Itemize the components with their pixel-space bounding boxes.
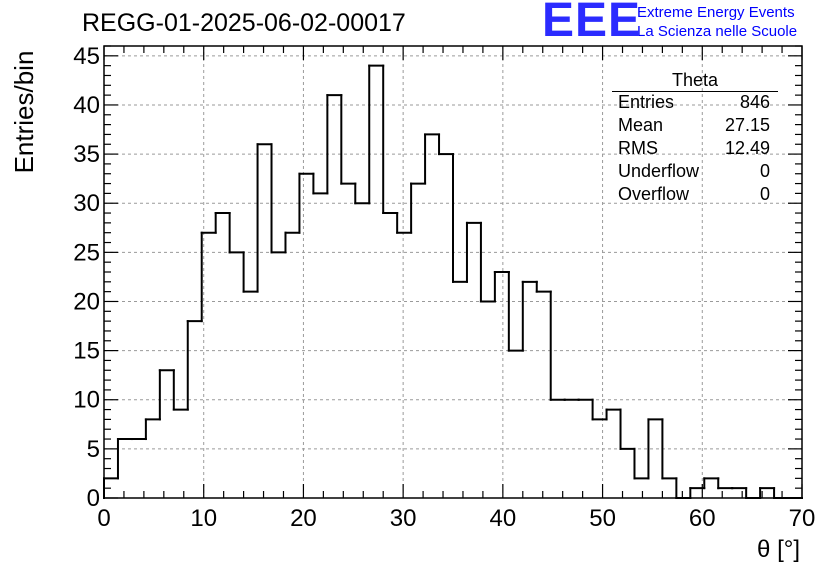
histogram-bin [452, 153, 468, 283]
histogram-bin [410, 182, 427, 234]
histogram-bin [396, 212, 413, 234]
x-tick-label: 0 [97, 505, 110, 532]
y-axis-label: Entries/bin [9, 51, 39, 174]
stats-label: Mean [618, 115, 664, 135]
histogram-bin [382, 64, 399, 215]
x-tick-label: 30 [390, 505, 417, 532]
histogram-bin [507, 271, 524, 352]
histogram-bin [298, 172, 315, 234]
histogram-bin [368, 64, 385, 205]
histogram-bin [172, 369, 189, 411]
histogram-bin [633, 447, 650, 480]
x-tick-label: 70 [789, 505, 816, 532]
histogram-bin [242, 251, 259, 293]
histogram-bin [661, 418, 678, 480]
histogram-bin [591, 398, 608, 421]
stats-row: Entries 846 [608, 92, 778, 115]
histogram-bin [214, 212, 231, 234]
stats-box: Theta Entries 846 Mean 27.15 RMS 12.49 U… [608, 70, 778, 207]
histogram-bin [465, 221, 482, 283]
histogram-bin [759, 487, 776, 499]
stats-value: 846 [739, 92, 770, 112]
stats-label: RMS [618, 138, 658, 158]
histogram-bin [647, 418, 664, 480]
y-tick-label: 35 [73, 141, 100, 168]
histogram-bin [270, 143, 287, 254]
histogram-bin [773, 487, 790, 499]
x-tick-label: 20 [290, 505, 317, 532]
x-tick-label: 10 [190, 505, 217, 532]
x-tick-label: 40 [490, 505, 517, 532]
y-tick-label: 5 [87, 436, 100, 463]
histogram-bin [256, 143, 273, 293]
histogram-bin [326, 94, 343, 195]
stats-row: RMS 12.49 [608, 138, 778, 161]
histogram-bin [619, 408, 636, 450]
stats-value: 0 [759, 184, 770, 204]
y-tick-label: 10 [73, 387, 100, 414]
stats-value: 0 [759, 161, 770, 181]
x-tick-label: 50 [589, 505, 616, 532]
stats-label: Entries [618, 92, 675, 112]
stats-row: Mean 27.15 [608, 115, 778, 138]
stats-label: Overflow [618, 184, 690, 204]
histogram-bin [493, 271, 510, 303]
stats-row: Underflow 0 [608, 161, 778, 184]
x-axis-label: θ [°] [757, 536, 800, 563]
y-tick-label: 40 [73, 92, 100, 119]
histogram-bin [312, 172, 329, 195]
stats-value: 27.15 [724, 115, 770, 135]
chart-title: REGG-01-2025-06-02-00017 [82, 9, 406, 37]
y-tick-label: 15 [73, 338, 100, 365]
histogram-bin [354, 182, 371, 205]
stats-value: 12.49 [724, 138, 770, 158]
tick-labels: 0 10 20 30 40 50 60 70 0 5 10 15 20 25 30 35 40 45 [73, 43, 815, 532]
histogram-bin [675, 477, 692, 499]
y-tick-label: 0 [87, 485, 100, 512]
y-tick-label: 25 [73, 239, 100, 266]
y-tick-label: 30 [73, 190, 100, 217]
stats-title: Theta [612, 70, 778, 92]
stats-row: Overflow 0 [608, 184, 778, 207]
y-tick-label: 45 [73, 43, 100, 70]
logo-line-2: La Scienza nelle Scuole [637, 23, 798, 40]
logo-line-1: Extreme Energy Events [637, 4, 795, 21]
histogram-bin [438, 133, 454, 156]
histogram-bin [605, 408, 622, 421]
histogram-bin [535, 280, 552, 293]
histogram-bin [549, 290, 566, 401]
histogram-bin [745, 487, 762, 499]
stats-label: Underflow [618, 161, 700, 181]
axis-ticks [103, 45, 803, 499]
histogram-bin [284, 231, 301, 254]
histogram-bars [103, 64, 803, 499]
histogram-bin [717, 477, 734, 490]
x-tick-label: 60 [689, 505, 716, 532]
histogram-bin [340, 94, 357, 185]
histogram-bin [200, 231, 217, 323]
eee-logo-icon: EEE [542, 0, 642, 47]
histogram-bin [703, 477, 720, 490]
histogram-bin [186, 320, 203, 411]
histogram-bin [144, 418, 161, 441]
histogram-bin [521, 280, 538, 352]
logo-caption: Extreme Energy Events La Scienza nelle S… [637, 3, 797, 41]
histogram-bin [424, 133, 441, 185]
y-tick-label: 20 [73, 288, 100, 315]
histogram-bin [158, 369, 175, 421]
histogram-bin [479, 221, 496, 303]
histogram-bin [116, 438, 133, 480]
histogram-bin [228, 212, 245, 254]
